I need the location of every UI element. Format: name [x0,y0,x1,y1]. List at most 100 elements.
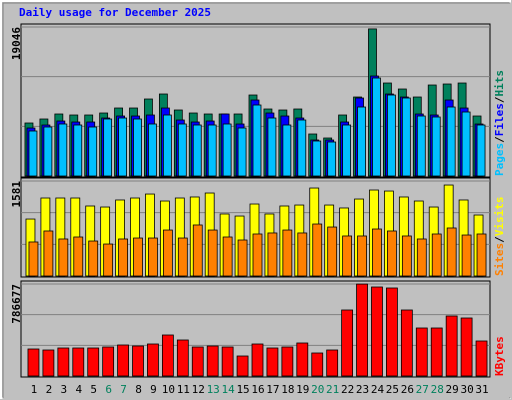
x-tick-label: 13 [207,383,220,396]
bar [416,115,426,177]
bar [237,127,247,177]
x-tick-label: 31 [475,383,488,396]
bar [372,228,382,277]
bar [58,123,68,177]
bar [476,233,487,277]
x-tick-label: 1 [31,383,38,396]
bar [312,223,323,277]
x-tick-label: 18 [281,383,294,396]
x-tick-label: 19 [296,383,309,396]
bar [415,327,428,377]
legend-entry: Files [493,103,506,136]
bar [386,287,398,377]
legend-entry: Visits [493,197,506,237]
x-tick-label: 8 [135,383,142,396]
bar [267,232,278,277]
bar [162,229,173,277]
y-tick-label: 786677 [10,284,23,324]
bar [327,226,338,277]
bar [177,237,188,277]
legend-entry: Hits [493,70,506,97]
x-tick-label: 28 [431,383,444,396]
bar [133,118,142,177]
bar [161,334,174,377]
bar [267,117,277,177]
x-tick-label: 25 [386,383,399,396]
bar [475,340,488,377]
bar [416,238,427,277]
bar [252,233,263,277]
bar [27,348,40,377]
bar [282,229,293,277]
bar [372,77,381,177]
bar [445,315,458,377]
x-tick-label: 24 [371,383,385,396]
x-tick-label: 22 [341,383,354,396]
bar [357,106,366,177]
bar [327,141,337,177]
bar [446,106,456,177]
bar [460,317,473,377]
bar [117,344,129,377]
bar [42,349,55,377]
bar [431,116,441,177]
x-tick-label: 20 [311,383,324,396]
bar [87,347,100,377]
bar [401,97,411,177]
bar [357,235,367,277]
bar [461,234,472,277]
bar [266,347,279,377]
x-tick-label: 6 [105,383,112,396]
bar [356,283,368,377]
bar [461,111,471,177]
bar [207,124,217,177]
x-tick-label: 7 [120,383,127,396]
bar [430,327,443,377]
bar [281,346,294,377]
bar [192,124,202,177]
bar [118,238,128,277]
y-tick-label: 19046 [10,27,23,60]
bar [176,339,189,377]
bar [43,126,53,177]
bar [387,94,396,177]
bar [297,119,307,177]
x-tick-label: 17 [266,383,279,396]
x-tick-label: 14 [222,383,236,396]
bar [400,309,413,377]
legend-separator: / [493,136,506,143]
bar [222,236,233,277]
bar [88,240,99,277]
bar [311,352,324,377]
bar [103,243,114,277]
bar [73,124,83,177]
bar [191,346,204,377]
chart-title: Daily usage for December 2025 [19,6,211,19]
x-tick-label: 2 [46,383,53,396]
bar [342,124,352,177]
x-tick-label: 10 [162,383,175,396]
x-tick-label: 3 [61,383,68,396]
bar [148,237,158,277]
bar [387,230,397,277]
bar [446,227,457,277]
legend-entry: Sites [493,243,506,276]
bar [342,235,353,277]
bar [132,345,144,377]
bar [297,232,308,277]
legend-separator: / [493,96,506,103]
legend-separator: / [493,236,506,243]
bar [103,118,113,177]
bar [252,104,262,177]
bar [102,346,115,377]
bar [282,124,292,177]
bar [251,343,264,377]
bar [431,233,442,277]
x-tick-label: 4 [75,383,82,396]
x-tick-label: 15 [236,383,249,396]
bar [28,241,39,277]
bar [177,123,187,177]
